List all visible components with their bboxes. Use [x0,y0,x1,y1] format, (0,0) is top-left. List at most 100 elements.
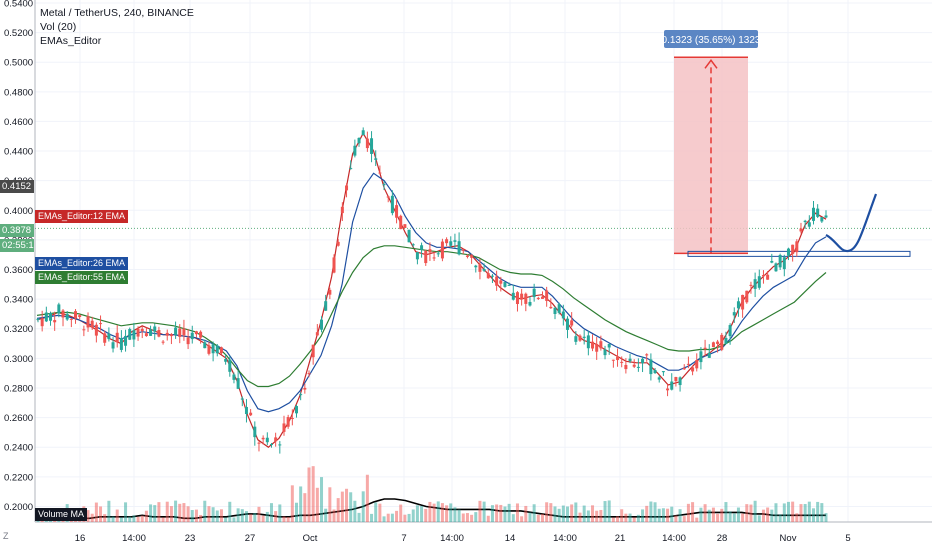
volume-bar [524,505,528,522]
volume-bar [791,501,795,522]
volume-ma-label: Volume MA [35,508,88,521]
volume-bar [99,506,103,522]
volume-bar [111,516,115,522]
volume-bar [236,508,240,522]
volume-bar [732,513,736,522]
candle-body [732,312,736,316]
candle-body [474,265,478,268]
volume-bar [620,509,624,522]
candle-body [616,356,620,361]
candle-body [320,319,324,330]
volume-bar [820,503,824,522]
volume-bar [661,508,665,522]
symbol-title[interactable]: Metal / TetherUS, 240, BINANCE [40,7,194,19]
candle-body [503,282,507,287]
volume-bar [186,506,190,522]
high-price-tag: 0.4152 [0,180,34,193]
candle-body [149,329,153,336]
candle-body [524,293,528,304]
volume-bar [482,501,486,522]
candle-body [536,297,540,299]
ema-indicator-label[interactable]: EMAs_Editor [40,35,102,47]
volume-bar [420,506,424,522]
candle-body [711,342,715,348]
volume-bar [174,500,178,522]
volume-bar [724,502,728,522]
volume-bar [499,504,503,522]
volume-bar [561,505,565,522]
volume-bar [320,477,324,522]
candle-body [36,318,40,321]
x-tick-label: 14:00 [122,533,146,544]
volume-bar [645,505,649,522]
volume-bar [503,506,507,522]
candle-body [299,394,303,396]
candle-body [778,254,782,268]
x-tick-label: 14:00 [553,533,577,544]
volume-bar [603,501,607,522]
candle-body [249,412,253,416]
candle-body [703,347,707,350]
x-tick-label: Nov [780,533,797,544]
candle-body [820,217,824,222]
volume-bar [799,504,803,522]
volume-bar [520,516,524,522]
volume-bar [190,510,194,522]
candle-body [365,138,369,149]
volume-bar [240,509,244,522]
candle-body [628,358,632,362]
volume-bar [540,513,544,522]
candle-body [340,206,344,214]
candle-body [44,312,48,322]
chart-legend: Metal / TetherUS, 240, BINANCE Vol (20) … [40,6,194,48]
ema26-label: EMAs_Editor:26 EMA [35,257,129,270]
volume-bar [470,514,474,522]
volume-bar [86,510,90,522]
volume-bar [353,500,357,522]
volume-bar [144,510,148,522]
candle-body [611,359,615,361]
volume-bar [315,487,319,522]
candle-body [540,296,544,299]
candle-body [511,292,515,300]
candle-body [236,378,240,389]
x-tick-label: 16 [75,533,86,544]
volume-bar [807,501,811,522]
y-tick-label: 0.3600 [4,265,33,276]
candle-body [140,328,144,332]
volume-bar [549,503,553,522]
volume-indicator-label[interactable]: Vol (20) [40,21,77,33]
volume-bar [782,503,786,522]
volume-bar [424,508,428,522]
candle-body [445,239,449,244]
candle-body [53,320,57,323]
volume-bar [582,505,586,522]
candle-body [645,354,649,356]
candle-body [119,338,123,350]
candle-body [311,344,315,358]
candle-body [603,349,607,356]
volume-bar [303,493,307,522]
measure-label: 0.1323 (35.65%) 1323 [662,35,761,46]
candle-body [103,333,107,343]
volume-bar [290,485,294,522]
x-tick-label: 21 [615,533,626,544]
volume-bar [140,515,144,522]
volume-bar [169,506,173,522]
candle-body [791,244,795,254]
scale-toggle[interactable]: Z [3,531,9,541]
volume-bar [219,509,223,522]
volume-bar [674,515,678,522]
volume-bar [199,514,203,522]
candle-body [111,342,115,349]
candle-body [403,224,407,228]
candle-body [661,371,665,373]
candle-body [557,304,561,313]
volume-bar [324,508,328,522]
candle-body [199,331,203,338]
candle-body [728,325,732,337]
candle-body [182,328,186,336]
volume-bar [795,513,799,522]
volume-bar [728,511,732,522]
